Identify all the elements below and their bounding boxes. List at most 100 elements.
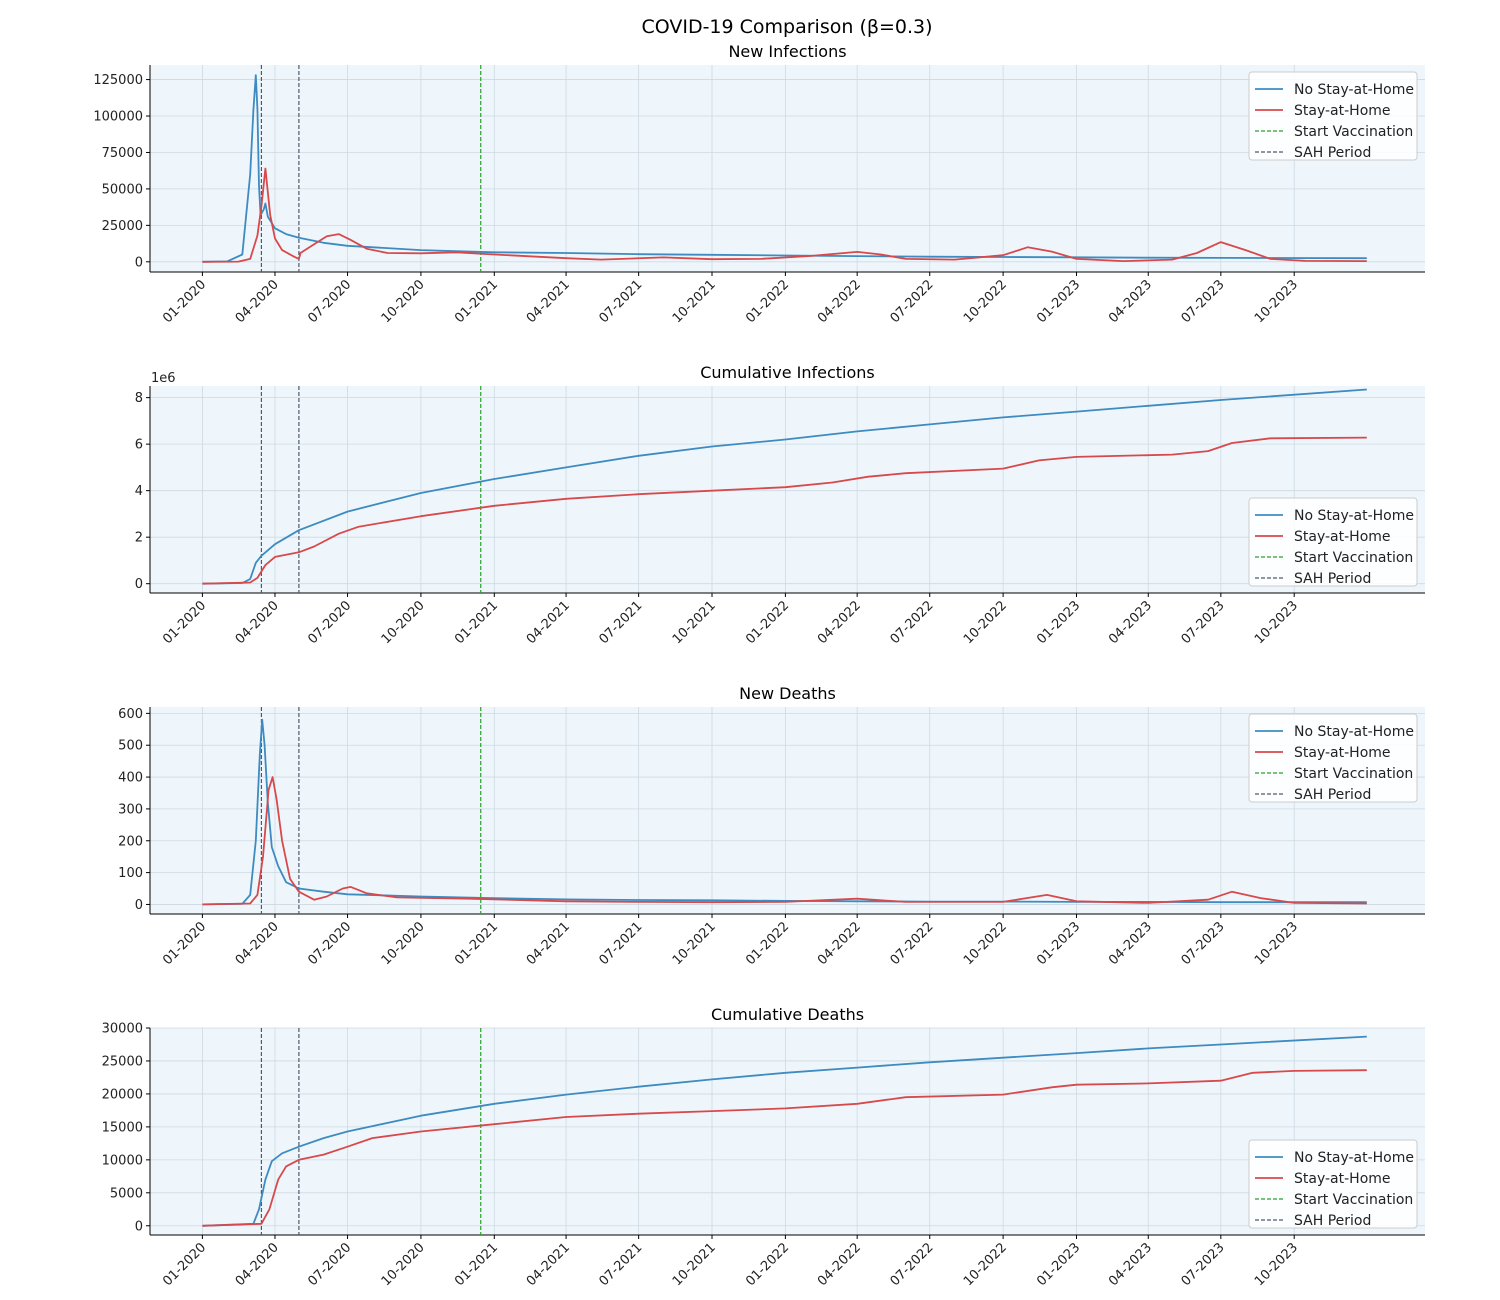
x-tick-label: 01-2023 xyxy=(1034,598,1083,647)
x-tick-label: 01-2023 xyxy=(1034,277,1083,326)
x-tick-label: 10-2021 xyxy=(670,598,719,647)
plot-area xyxy=(150,1028,1425,1235)
x-tick-label: 07-2022 xyxy=(888,598,937,647)
legend: No Stay-at-Home Stay-at-Home Start Vaccina… xyxy=(1248,1139,1418,1229)
x-tick-label: 07-2021 xyxy=(596,919,645,968)
x-tick-label: 10-2020 xyxy=(379,919,428,968)
legend-label: No Stay-at-Home xyxy=(1294,82,1414,98)
x-tick-label: 01-2020 xyxy=(160,598,209,647)
y-tick-label: 0 xyxy=(135,1219,143,1234)
legend-label: No Stay-at-Home xyxy=(1294,1150,1414,1166)
x-tick-label: 04-2021 xyxy=(524,277,573,326)
y-offset-label: 1e6 xyxy=(151,371,176,386)
y-tick-label: 600 xyxy=(118,707,143,722)
series-line-stay-at-home xyxy=(202,436,1367,585)
legend-label: Start Vaccination xyxy=(1294,766,1413,782)
x-tick-label: 01-2022 xyxy=(743,598,792,647)
x-tick-label: 07-2022 xyxy=(888,1240,937,1289)
series-line-no-stay-at-home xyxy=(202,1035,1367,1227)
panel-1: 0 25000 50000 75000 100000 125000 01-2020 04-20… xyxy=(93,42,1425,326)
series-line-stay-at-home xyxy=(202,776,1367,906)
x-tick-label: 01-2020 xyxy=(160,919,209,968)
y-tick-label: 6 xyxy=(135,438,143,453)
x-tick-label: 04-2020 xyxy=(233,277,282,326)
y-tick-label: 15000 xyxy=(102,1120,143,1135)
series-line-stay-at-home xyxy=(202,167,1367,263)
x-tick-label: 07-2020 xyxy=(305,1240,354,1289)
y-tick-label: 0 xyxy=(135,255,143,270)
legend-box xyxy=(1248,71,1418,161)
legend-box xyxy=(1248,1139,1418,1229)
x-tick-label: 01-2022 xyxy=(743,1240,792,1289)
x-tick-label: 10-2021 xyxy=(670,1240,719,1289)
x-tick-label: 01-2021 xyxy=(452,598,501,647)
x-tick-label: 01-2023 xyxy=(1034,919,1083,968)
legend-box xyxy=(1248,713,1418,803)
x-tick-label: 10-2022 xyxy=(961,919,1010,968)
x-tick-label: 01-2020 xyxy=(160,277,209,326)
x-tick-label: 04-2023 xyxy=(1106,598,1155,647)
plot-area xyxy=(150,65,1425,272)
x-tick-label: 07-2023 xyxy=(1179,919,1228,968)
x-tick-label: 07-2021 xyxy=(596,1240,645,1289)
legend-label: SAH Period xyxy=(1294,571,1371,587)
x-tick-label: 04-2020 xyxy=(233,919,282,968)
x-tick-label: 10-2023 xyxy=(1252,1240,1301,1289)
panel-title: New Deaths xyxy=(739,684,836,703)
y-tick-label: 500 xyxy=(118,739,143,754)
panel-title: New Infections xyxy=(728,42,846,61)
y-tick-label: 10000 xyxy=(102,1153,143,1168)
y-tick-label: 2 xyxy=(135,531,143,546)
y-tick-label: 200 xyxy=(118,834,143,849)
y-tick-label: 25000 xyxy=(102,219,143,234)
legend-label: Start Vaccination xyxy=(1294,1192,1413,1208)
panel-2: 0 2 4 6 8 1e6 01-2020 04-2020 07-2020 10-2020 01-2… xyxy=(135,363,1425,647)
x-tick-label: 01-2021 xyxy=(452,277,501,326)
x-tick-label: 01-2022 xyxy=(743,919,792,968)
x-tick-label: 01-2022 xyxy=(743,277,792,326)
plot-area xyxy=(150,386,1425,593)
x-tick-label: 10-2022 xyxy=(961,277,1010,326)
y-tick-label: 5000 xyxy=(110,1186,143,1201)
x-tick-label: 04-2022 xyxy=(815,598,864,647)
legend-label: SAH Period xyxy=(1294,145,1371,161)
x-tick-label: 10-2021 xyxy=(670,277,719,326)
panel-4: 0 5000 10000 15000 20000 25000 30000 01-2020 04-… xyxy=(102,1005,1425,1289)
y-tick-label: 100 xyxy=(118,866,143,881)
x-tick-label: 04-2022 xyxy=(815,277,864,326)
x-tick-label: 01-2020 xyxy=(160,1240,209,1289)
y-tick-label: 100000 xyxy=(93,110,143,125)
legend-label: Stay-at-Home xyxy=(1294,103,1391,119)
legend-label: SAH Period xyxy=(1294,1213,1371,1229)
plot-area xyxy=(150,707,1425,914)
y-tick-label: 30000 xyxy=(102,1022,143,1037)
legend-box xyxy=(1248,497,1418,587)
y-tick-label: 0 xyxy=(135,898,143,913)
x-tick-label: 07-2020 xyxy=(305,919,354,968)
x-tick-label: 07-2020 xyxy=(305,598,354,647)
legend-label: Start Vaccination xyxy=(1294,124,1413,140)
x-tick-label: 01-2021 xyxy=(452,919,501,968)
panel-title: Cumulative Deaths xyxy=(711,1005,864,1024)
legend: No Stay-at-Home Stay-at-Home Start Vaccina… xyxy=(1248,713,1418,803)
x-tick-label: 04-2022 xyxy=(815,1240,864,1289)
x-tick-label: 10-2023 xyxy=(1252,598,1301,647)
x-tick-label: 10-2020 xyxy=(379,598,428,647)
x-tick-label: 01-2023 xyxy=(1034,1240,1083,1289)
legend: No Stay-at-Home Stay-at-Home Start Vaccina… xyxy=(1248,71,1418,161)
x-tick-label: 04-2023 xyxy=(1106,277,1155,326)
x-tick-label: 04-2023 xyxy=(1106,1240,1155,1289)
x-tick-label: 04-2021 xyxy=(524,1240,573,1289)
x-tick-label: 10-2023 xyxy=(1252,919,1301,968)
x-tick-label: 07-2023 xyxy=(1179,598,1228,647)
x-tick-label: 04-2023 xyxy=(1106,919,1155,968)
x-tick-label: 10-2020 xyxy=(379,1240,428,1289)
series-line-stay-at-home xyxy=(202,1069,1367,1227)
legend-label: No Stay-at-Home xyxy=(1294,724,1414,740)
y-tick-label: 75000 xyxy=(102,146,143,161)
y-tick-label: 8 xyxy=(135,391,143,406)
x-tick-label: 10-2023 xyxy=(1252,277,1301,326)
legend-label: Stay-at-Home xyxy=(1294,1171,1391,1187)
x-tick-label: 10-2021 xyxy=(670,919,719,968)
